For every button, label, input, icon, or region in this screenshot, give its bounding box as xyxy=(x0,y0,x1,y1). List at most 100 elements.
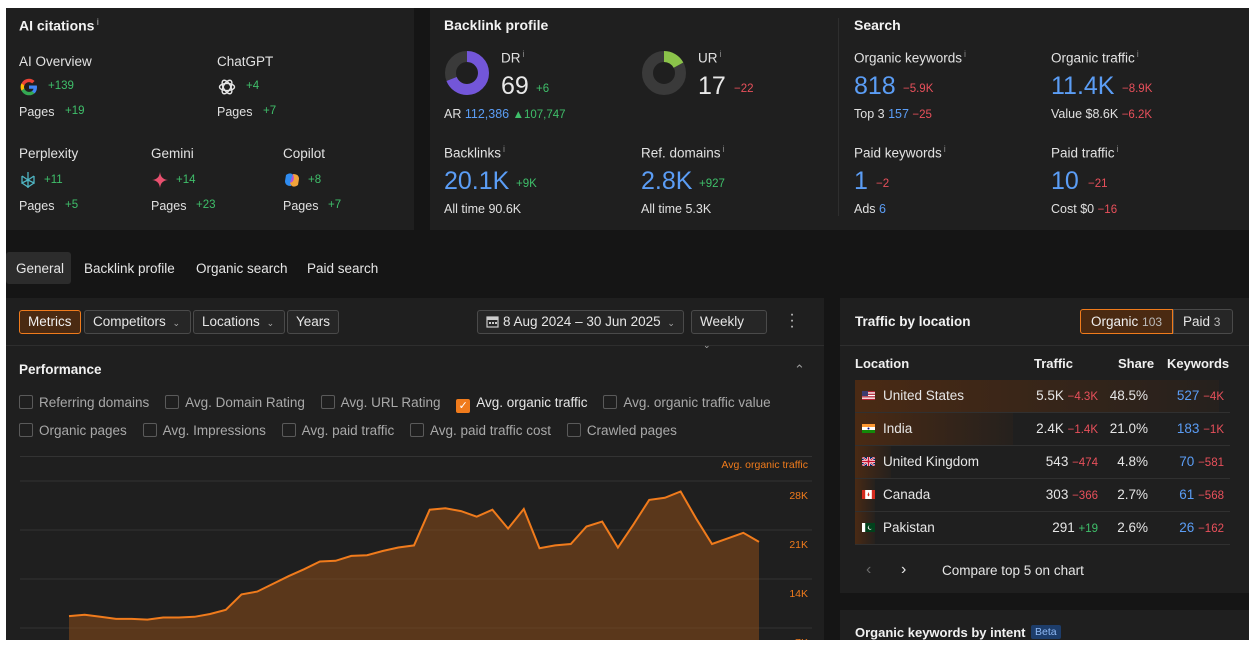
competitors-button[interactable]: Competitors ⌄ xyxy=(84,310,191,334)
years-button[interactable]: Years xyxy=(287,310,340,334)
paid-traffic-delta: −21 xyxy=(1088,178,1108,190)
keywords-value[interactable]: 26 −162 xyxy=(1179,520,1224,535)
ar-delta: ▲107,747 xyxy=(512,109,566,121)
chart-series-label: Avg. organic traffic xyxy=(721,459,808,471)
checkbox-organic-pages[interactable]: Organic pages xyxy=(19,423,127,438)
date-range-button[interactable]: 8 Aug 2024 – 30 Jun 2025 ⌄ xyxy=(477,310,684,334)
keywords-value[interactable]: 70 −581 xyxy=(1179,454,1224,469)
checkbox-avg-paid-traffic-cost[interactable]: Avg. paid traffic cost xyxy=(409,423,551,438)
dr-label[interactable]: DR i xyxy=(501,49,525,66)
paid-keywords-label[interactable]: Paid keywords i xyxy=(854,144,946,161)
backlinks-alltime: All time 90.6K xyxy=(444,202,522,216)
ar-value[interactable]: 112,386 xyxy=(464,107,510,121)
organic-traffic-value[interactable]: 11.4K xyxy=(1051,72,1115,100)
backlinks-label[interactable]: Backlinks i xyxy=(444,144,506,161)
ref-domains-value[interactable]: 2.8K xyxy=(641,167,693,195)
more-options-icon[interactable]: · · · xyxy=(789,306,795,335)
location-row-pakistan[interactable]: Pakistan 291 +19 2.6% 26 −162 xyxy=(855,512,1230,545)
organic-traffic-area xyxy=(69,491,759,640)
copilot-label[interactable]: Copilot xyxy=(283,146,326,161)
metrics-button[interactable]: Metrics xyxy=(19,310,81,334)
checkbox-referring-domains[interactable]: Referring domains xyxy=(19,395,149,410)
prev-arrow-icon[interactable]: ‹ xyxy=(866,561,872,578)
ref-domains-label[interactable]: Ref. domains i xyxy=(641,144,725,161)
organic-traffic-label[interactable]: Organic traffic i xyxy=(1051,49,1139,66)
checkbox-avg-impressions[interactable]: Avg. Impressions xyxy=(142,423,266,438)
keywords-value[interactable]: 183 −1K xyxy=(1176,421,1224,436)
paid-traffic-label[interactable]: Paid traffic i xyxy=(1051,144,1119,161)
country-name[interactable]: United States xyxy=(883,388,965,403)
flag-india-icon xyxy=(862,424,875,433)
location-row-united-states[interactable]: United States 5.5K −4.3K 48.5% 527 −4K xyxy=(855,380,1230,413)
checkbox-avg-paid-traffic[interactable]: Avg. paid traffic xyxy=(281,423,394,438)
copilot-pages-label: Pages xyxy=(283,199,319,213)
locations-button[interactable]: Locations ⌄ xyxy=(193,310,285,334)
traffic-value: 5.5K −4.3K xyxy=(1036,388,1098,403)
traffic-value: 2.4K −1.4K xyxy=(1036,421,1098,436)
location-row-canada[interactable]: Canada 303 −366 2.7% 61 −568 xyxy=(855,479,1230,512)
checkbox-avg-domain-rating[interactable]: Avg. Domain Rating xyxy=(165,395,305,410)
checkbox-avg-organic-traffic-value[interactable]: Avg. organic traffic value xyxy=(603,395,771,410)
gemini-pages-delta: +23 xyxy=(196,199,216,211)
ref-domains-alltime: All time 5.3K xyxy=(641,202,712,216)
performance-title: Performance xyxy=(19,362,102,377)
checkbox-avg-organic-traffic[interactable]: ✓ Avg. organic traffic xyxy=(456,395,588,413)
collapse-chevron-icon[interactable]: ⌃ xyxy=(794,362,805,377)
country-name[interactable]: Pakistan xyxy=(883,520,935,535)
location-row-india[interactable]: India 2.4K −1.4K 21.0% 183 −1K xyxy=(855,413,1230,446)
location-row-united-kingdom[interactable]: United Kingdom 543 −474 4.8% 70 −581 xyxy=(855,446,1230,479)
share-value: 48.5% xyxy=(1109,388,1148,403)
country-name[interactable]: Canada xyxy=(883,487,931,502)
organic-toggle[interactable]: Organic 103 xyxy=(1080,309,1173,334)
y-tick-label: 21K xyxy=(789,539,808,551)
share-bar xyxy=(855,413,1013,445)
gemini-pages-label: Pages xyxy=(151,199,187,213)
col-traffic[interactable]: Traffic xyxy=(1034,356,1074,371)
organic-keywords-value[interactable]: 818 xyxy=(854,72,896,100)
next-arrow-icon[interactable]: › xyxy=(901,561,907,578)
y-tick-label: 7K xyxy=(795,637,808,640)
backlinks-value[interactable]: 20.1K xyxy=(444,167,510,195)
keywords-value[interactable]: 527 −4K xyxy=(1176,388,1224,403)
tab-general-bg xyxy=(6,252,71,284)
share-bar xyxy=(855,380,1219,412)
metric-checkboxes-row-2: Organic pages Avg. Impressions Avg. paid… xyxy=(19,423,689,438)
keywords-value[interactable]: 61 −568 xyxy=(1179,487,1224,502)
performance-chart[interactable]: 28K 21K 14K 7K Avg. organic traffic xyxy=(6,450,824,640)
copilot-icon xyxy=(285,173,299,187)
chevron-down-icon: ⌄ xyxy=(703,340,711,350)
checkbox-avg-url-rating[interactable]: Avg. URL Rating xyxy=(320,395,440,410)
beta-badge: Beta xyxy=(1031,625,1061,639)
ai-overview-label[interactable]: AI Overview xyxy=(19,54,92,69)
ur-label[interactable]: UR i xyxy=(698,49,722,66)
organic-keywords-label[interactable]: Organic keywords i xyxy=(854,49,967,66)
overview-panel xyxy=(430,8,1249,230)
checkbox-crawled-pages[interactable]: Crawled pages xyxy=(566,423,677,438)
col-location: Location xyxy=(855,356,910,371)
tab-organic-search[interactable]: Organic search xyxy=(196,261,288,276)
country-name[interactable]: India xyxy=(883,421,913,436)
paid-traffic-value[interactable]: 10 xyxy=(1051,167,1079,195)
tab-backlink-profile[interactable]: Backlink profile xyxy=(84,261,175,276)
compare-top5-link[interactable]: Compare top 5 on chart xyxy=(942,563,1084,578)
col-share[interactable]: Share xyxy=(1118,356,1155,371)
gemini-value: +14 xyxy=(176,174,196,186)
country-name[interactable]: United Kingdom xyxy=(883,454,980,469)
chatgpt-icon xyxy=(218,79,236,95)
ar-label: AR xyxy=(444,107,462,121)
toolbar-divider xyxy=(6,345,824,346)
interval-button[interactable]: Weekly ⌄ xyxy=(691,310,767,350)
gemini-label[interactable]: Gemini xyxy=(151,146,194,161)
tab-general[interactable]: General xyxy=(16,261,65,276)
col-keywords[interactable]: Keywords xyxy=(1167,356,1230,371)
perplexity-label[interactable]: Perplexity xyxy=(19,146,79,161)
paid-toggle[interactable]: Paid 3 xyxy=(1173,309,1233,334)
paid-keywords-value[interactable]: 1 xyxy=(854,167,868,195)
ur-delta: −22 xyxy=(734,83,754,95)
ur-value: 17 xyxy=(698,72,726,100)
chatgpt-label[interactable]: ChatGPT xyxy=(217,54,274,69)
backlinks-delta: +9K xyxy=(516,178,537,190)
dr-delta: +6 xyxy=(536,83,550,95)
tab-paid-search[interactable]: Paid search xyxy=(307,261,379,276)
metric-checkboxes-row-1: Referring domains Avg. Domain Rating Avg… xyxy=(19,395,783,413)
